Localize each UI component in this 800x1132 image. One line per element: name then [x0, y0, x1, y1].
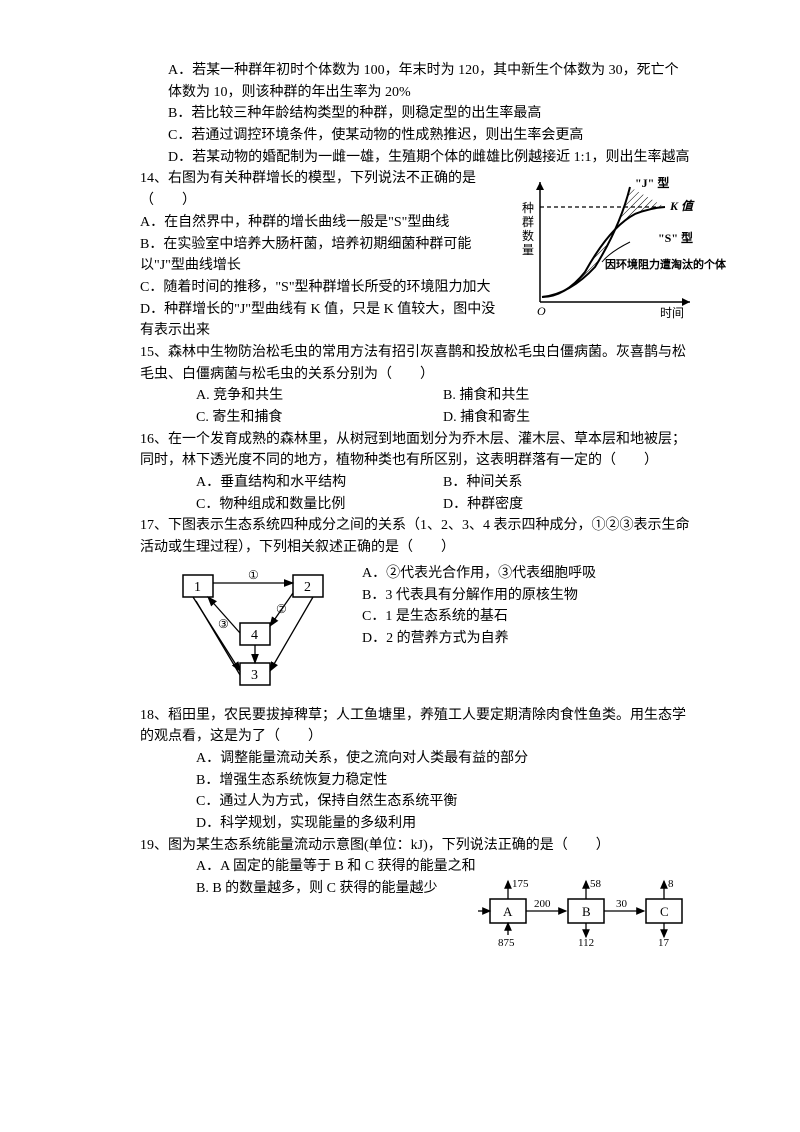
- q17-opt-c: C．1 是生态系统的基石: [362, 606, 596, 628]
- q19-figure: A 175 875 200 B 58 112 30: [470, 869, 720, 957]
- q15-opt-a: A. 竞争和共生: [196, 385, 443, 407]
- svg-text:B: B: [582, 904, 591, 919]
- svg-text:A: A: [503, 904, 513, 919]
- svg-text:"J" 型: "J" 型: [635, 175, 669, 190]
- q18-stem: 18、稻田里，农民要拔掉稗草；人工鱼塘里，养殖工人要定期清除肉食性鱼类。用生态学…: [140, 705, 690, 748]
- svg-text:175: 175: [512, 878, 529, 890]
- q15-opt-d: D. 捕食和寄生: [443, 407, 690, 429]
- q15-opt-c: C. 寄生和捕食: [196, 407, 443, 429]
- q14-ylabel: 种: [522, 201, 534, 215]
- q17-stem: 17、下图表示生态系统四种成分之间的关系（1、2、3、4 表示四种成分，①②③表…: [140, 515, 690, 558]
- exam-page: A．若某一种群年初时个体数为 100，年末时为 120，其中新生个体数为 30，…: [0, 0, 800, 940]
- svg-text:200: 200: [534, 898, 551, 910]
- svg-text:K 值: K 值: [669, 199, 695, 213]
- svg-text:①: ①: [248, 568, 259, 582]
- q14-opt-c: C．随着时间的推移，"S"型种群增长所受的环境阻力加大: [140, 277, 500, 299]
- q16-opt-d: D．种群密度: [443, 494, 690, 516]
- q16-row1: A．垂直结构和水平结构 B．种间关系: [140, 472, 690, 494]
- q16-row2: C．物种组成和数量比例 D．种群密度: [140, 494, 690, 516]
- q14-block: 14、右图为有关种群增长的模型，下列说法不正确的是（ ） A．在自然界中，种群的…: [140, 168, 690, 342]
- svg-text:112: 112: [578, 937, 594, 949]
- svg-text:3: 3: [251, 668, 258, 683]
- svg-text:2: 2: [304, 580, 311, 595]
- q18-opt-b: B．增强生态系统恢复力稳定性: [196, 770, 690, 792]
- q17-figure: 1 2 4 3 ① ② ③: [168, 563, 348, 701]
- svg-text:4: 4: [251, 628, 258, 643]
- svg-text:58: 58: [590, 878, 602, 890]
- svg-text:O: O: [537, 304, 546, 318]
- svg-text:30: 30: [616, 898, 628, 910]
- q19-stem: 19、图为某生态系统能量流动示意图(单位：kJ)，下列说法正确的是（ ）: [140, 835, 690, 857]
- svg-text:1: 1: [194, 580, 201, 595]
- svg-text:量: 量: [522, 243, 534, 257]
- q14-opt-d: D．种群增长的"J"型曲线有 K 值，只是 K 值较大，图中没有表示出来: [140, 299, 500, 342]
- q16-opt-c: C．物种组成和数量比例: [196, 494, 443, 516]
- q18-opt-c: C．通过人为方式，保持自然生态系统平衡: [196, 791, 690, 813]
- svg-text:8: 8: [668, 878, 674, 890]
- q13-opt-b: B．若比较三种年龄结构类型的种群，则稳定型的出生率最高: [140, 103, 690, 125]
- svg-text:③: ③: [218, 617, 229, 631]
- q14-figure: 种 群 数 量 O 时间 "J" 型 K 值 "S" 型 因环境阻力遭淘汰的个体: [510, 172, 730, 330]
- q16-stem: 16、在一个发育成熟的森林里，从树冠到地面划分为乔木层、灌木层、草本层和地被层；…: [140, 429, 690, 472]
- q19-block: 19、图为某生态系统能量流动示意图(单位：kJ)，下列说法正确的是（ ） A．A…: [140, 835, 690, 900]
- q13-opt-a: A．若某一种群年初时个体数为 100，年末时为 120，其中新生个体数为 30，…: [140, 60, 690, 103]
- q17-opt-b: B．3 代表具有分解作用的原核生物: [362, 585, 596, 607]
- q17-body: 1 2 4 3 ① ② ③: [168, 563, 690, 701]
- svg-text:因环境阻力遭淘汰的个体: 因环境阻力遭淘汰的个体: [605, 257, 727, 271]
- q15-stem: 15、森林中生物防治松毛虫的常用方法有招引灰喜鹊和投放松毛虫白僵病菌。灰喜鹊与松…: [140, 342, 690, 385]
- q14-opt-a: A．在自然界中，种群的增长曲线一般是"S"型曲线: [140, 212, 500, 234]
- svg-text:C: C: [660, 904, 669, 919]
- q16-opt-b: B．种间关系: [443, 472, 690, 494]
- q15-row1: A. 竞争和共生 B. 捕食和共生: [140, 385, 690, 407]
- svg-text:群: 群: [522, 215, 534, 229]
- svg-text:"S" 型: "S" 型: [658, 230, 693, 245]
- svg-text:②: ②: [276, 602, 287, 616]
- q14-opt-b: B．在实验室中培养大肠杆菌，培养初期细菌种群可能以"J"型曲线增长: [140, 234, 500, 277]
- q13-opt-c: C．若通过调控环境条件，使某动物的性成熟推迟，则出生率会更高: [140, 125, 690, 147]
- q13-opt-d: D．若某动物的婚配制为一雌一雄，生殖期个体的雌雄比例越接近 1:1，则出生率越高: [140, 147, 690, 169]
- q18-opt-a: A．调整能量流动关系，使之流向对人类最有益的部分: [196, 748, 690, 770]
- q17-opt-a: A．②代表光合作用，③代表细胞呼吸: [362, 563, 596, 585]
- q14-stem: 14、右图为有关种群增长的模型，下列说法不正确的是（ ）: [140, 168, 500, 211]
- q16-opt-a: A．垂直结构和水平结构: [196, 472, 443, 494]
- q15-opt-b: B. 捕食和共生: [443, 385, 690, 407]
- svg-text:数: 数: [522, 228, 534, 243]
- svg-text:时间: 时间: [660, 306, 684, 320]
- svg-text:17: 17: [658, 937, 670, 949]
- q18-opt-d: D．科学规划，实现能量的多级利用: [196, 813, 690, 835]
- q17-opt-d: D．2 的营养方式为自养: [362, 628, 596, 650]
- q15-row2: C. 寄生和捕食 D. 捕食和寄生: [140, 407, 690, 429]
- svg-text:875: 875: [498, 937, 515, 949]
